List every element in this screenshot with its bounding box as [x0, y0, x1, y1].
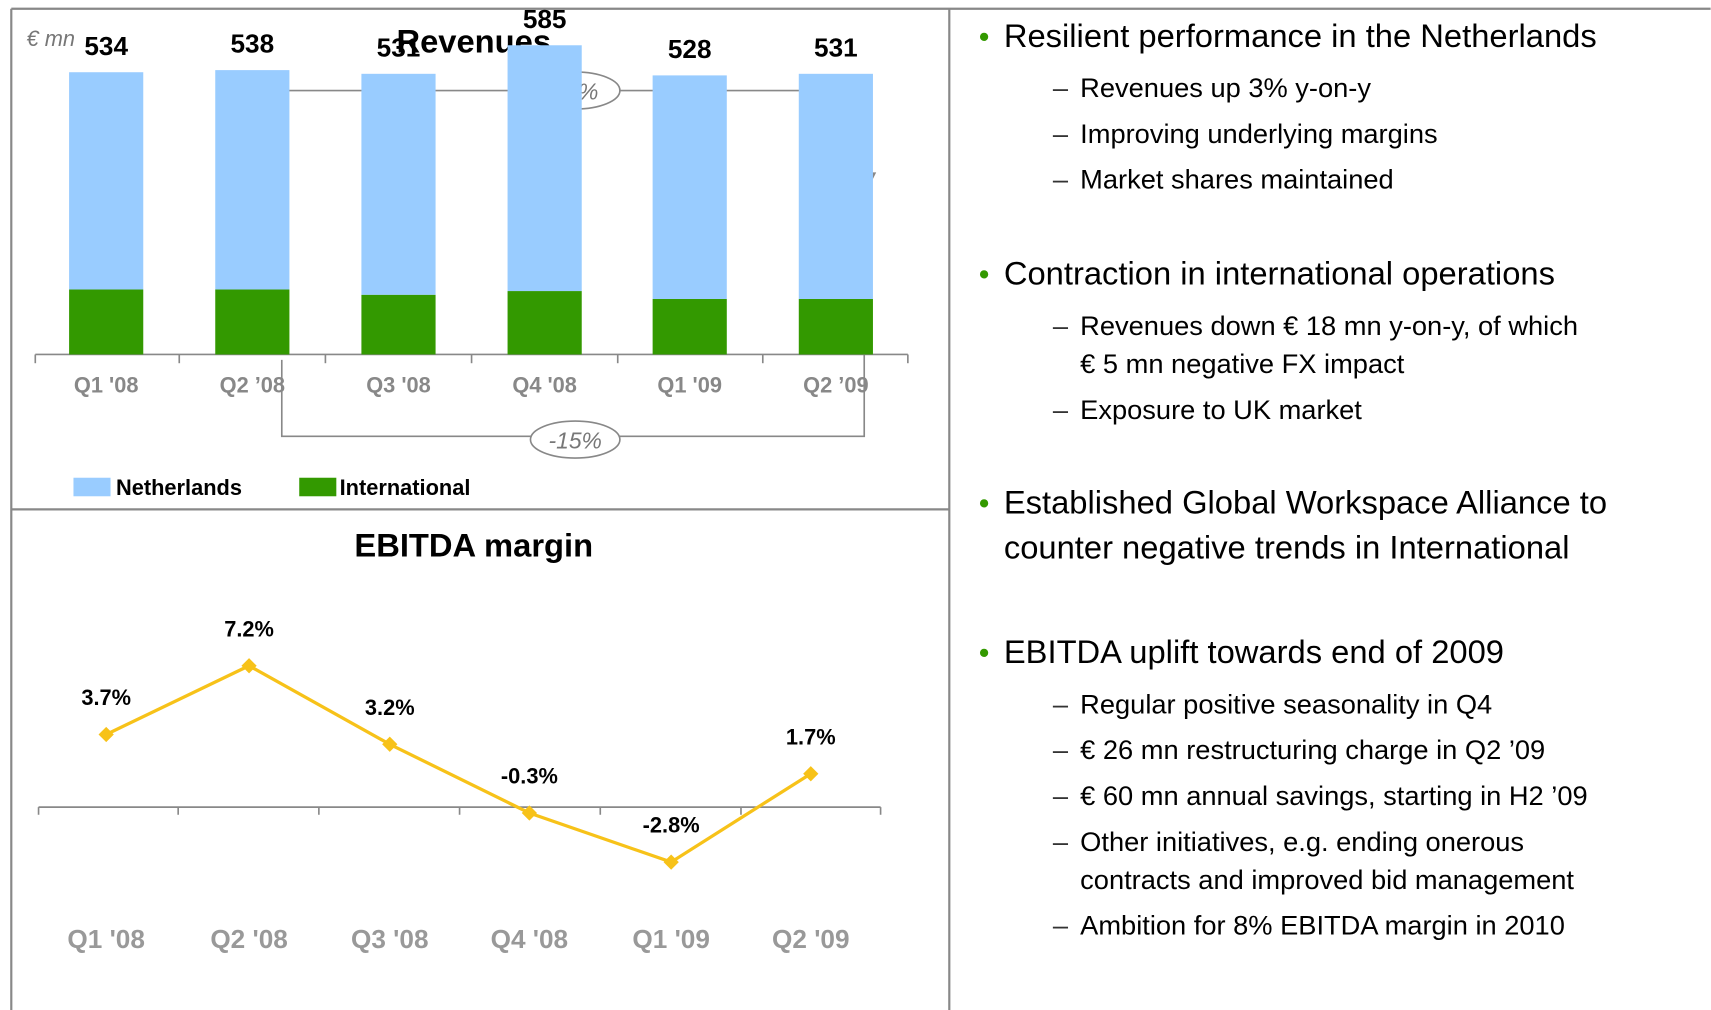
sub-dash: – [1053, 780, 1069, 811]
value-label: 3.2% [365, 695, 415, 720]
x-tick-label: Q1 '08 [74, 373, 139, 398]
value-label: 1.7% [786, 724, 836, 749]
sub-bullet-text: Market shares maintained [1080, 164, 1394, 195]
x-tick-label: Q4 '08 [512, 373, 577, 398]
sub-dash: – [1053, 164, 1069, 195]
bar-segment [361, 294, 436, 355]
x-tick-label: Q3 '08 [351, 924, 428, 954]
sub-dash: – [1053, 910, 1069, 941]
sub-bullet-text: Ambition for 8% EBITDA margin in 2010 [1080, 910, 1565, 941]
legend-label: Netherlands [116, 475, 242, 500]
point [521, 805, 538, 821]
unit-label: € mn [27, 26, 75, 51]
sub-dash: – [1053, 688, 1069, 719]
value-label: 7.2% [224, 616, 274, 641]
x-tick-label: Q4 '08 [491, 924, 568, 954]
x-tick-label: Q2 '09 [772, 924, 849, 954]
sub-dash: – [1053, 734, 1069, 765]
sub-bullet-text: Revenues down € 18 mn y-on-y, of which [1080, 310, 1578, 341]
bullet-dot: • [979, 258, 990, 292]
value-label: 3.7% [81, 685, 131, 710]
sub-bullet-text: Exposure to UK market [1080, 394, 1362, 425]
sub-dash: – [1053, 72, 1069, 103]
point [803, 766, 819, 782]
sub-dash: – [1053, 310, 1069, 341]
bullet-dot: • [979, 636, 990, 670]
bullet-text: Contraction in international operations [1004, 255, 1555, 292]
sub-dash: – [1053, 394, 1069, 425]
sub-bullet-text: € 26 mn restructuring charge in Q2 ’09 [1080, 734, 1545, 765]
panel-borders [10, 7, 1711, 1010]
sub-bullet-text: contracts and improved bid management [1080, 864, 1574, 895]
value-label: -0.3% [501, 764, 558, 789]
x-tick-label: Q2 ’09 [803, 373, 868, 398]
x-tick-label: Q1 '09 [632, 924, 709, 954]
legend-swatch [299, 477, 337, 497]
sub-bullet-text: Revenues up 3% y-on-y [1080, 72, 1371, 103]
total-label: 528 [668, 34, 712, 64]
x-tick-label: Q2 '08 [210, 924, 287, 954]
bullet-dot: • [979, 20, 990, 54]
total-label: 534 [84, 31, 128, 61]
bar-segment [652, 298, 727, 355]
bar-segment [361, 73, 436, 295]
bar-segment [798, 298, 873, 355]
legend-swatch [73, 477, 111, 497]
chart-title: EBITDA margin [354, 526, 593, 563]
value-label: -2.8% [643, 813, 700, 838]
sub-dash: – [1053, 118, 1069, 149]
bar-segment [215, 70, 290, 290]
point [241, 658, 257, 674]
annotation-bubble [529, 420, 621, 459]
sub-bullet-text: € 5 mn negative FX impact [1080, 348, 1405, 379]
bar-segment [69, 72, 144, 290]
sub-dash: – [1053, 826, 1069, 857]
x-tick-label: Q2 ’08 [220, 373, 285, 398]
bar-segment [215, 289, 290, 355]
total-label: 585 [523, 4, 567, 34]
total-label: 538 [231, 29, 275, 59]
x-tick-label: Q1 '09 [657, 373, 722, 398]
annotation: -15% [548, 427, 601, 453]
sub-bullet-text: Other initiatives, e.g. ending onerous [1080, 826, 1524, 857]
bullet-text: Resilient performance in the Netherlands [1004, 17, 1597, 54]
bar-segment [507, 291, 582, 355]
point [98, 726, 114, 743]
bar-segment [69, 289, 144, 355]
point [382, 736, 398, 752]
sub-bullet-text: Regular positive seasonality in Q4 [1080, 688, 1492, 719]
bar-segment [652, 75, 727, 299]
sub-bullet-text: € 60 mn annual savings, starting in H2 ’… [1080, 780, 1587, 811]
x-tick-label: Q1 '08 [67, 924, 144, 954]
legend-label: International [340, 475, 471, 500]
sub-bullet-text: Improving underlying margins [1080, 118, 1437, 149]
bar-segment [507, 45, 582, 292]
x-tick-label: Q3 '08 [366, 373, 431, 398]
point [663, 854, 679, 870]
bar-segment [798, 73, 873, 299]
bullet-text: Established Global Workspace Alliance to [1004, 484, 1607, 521]
bullet-text: EBITDA uplift towards end of 2009 [1004, 633, 1504, 670]
line [105, 663, 812, 864]
total-label: 531 [814, 32, 858, 62]
total-label: 531 [377, 32, 421, 62]
bullet-dot: • [979, 487, 990, 521]
bullet-text: counter negative trends in International [1004, 528, 1570, 565]
